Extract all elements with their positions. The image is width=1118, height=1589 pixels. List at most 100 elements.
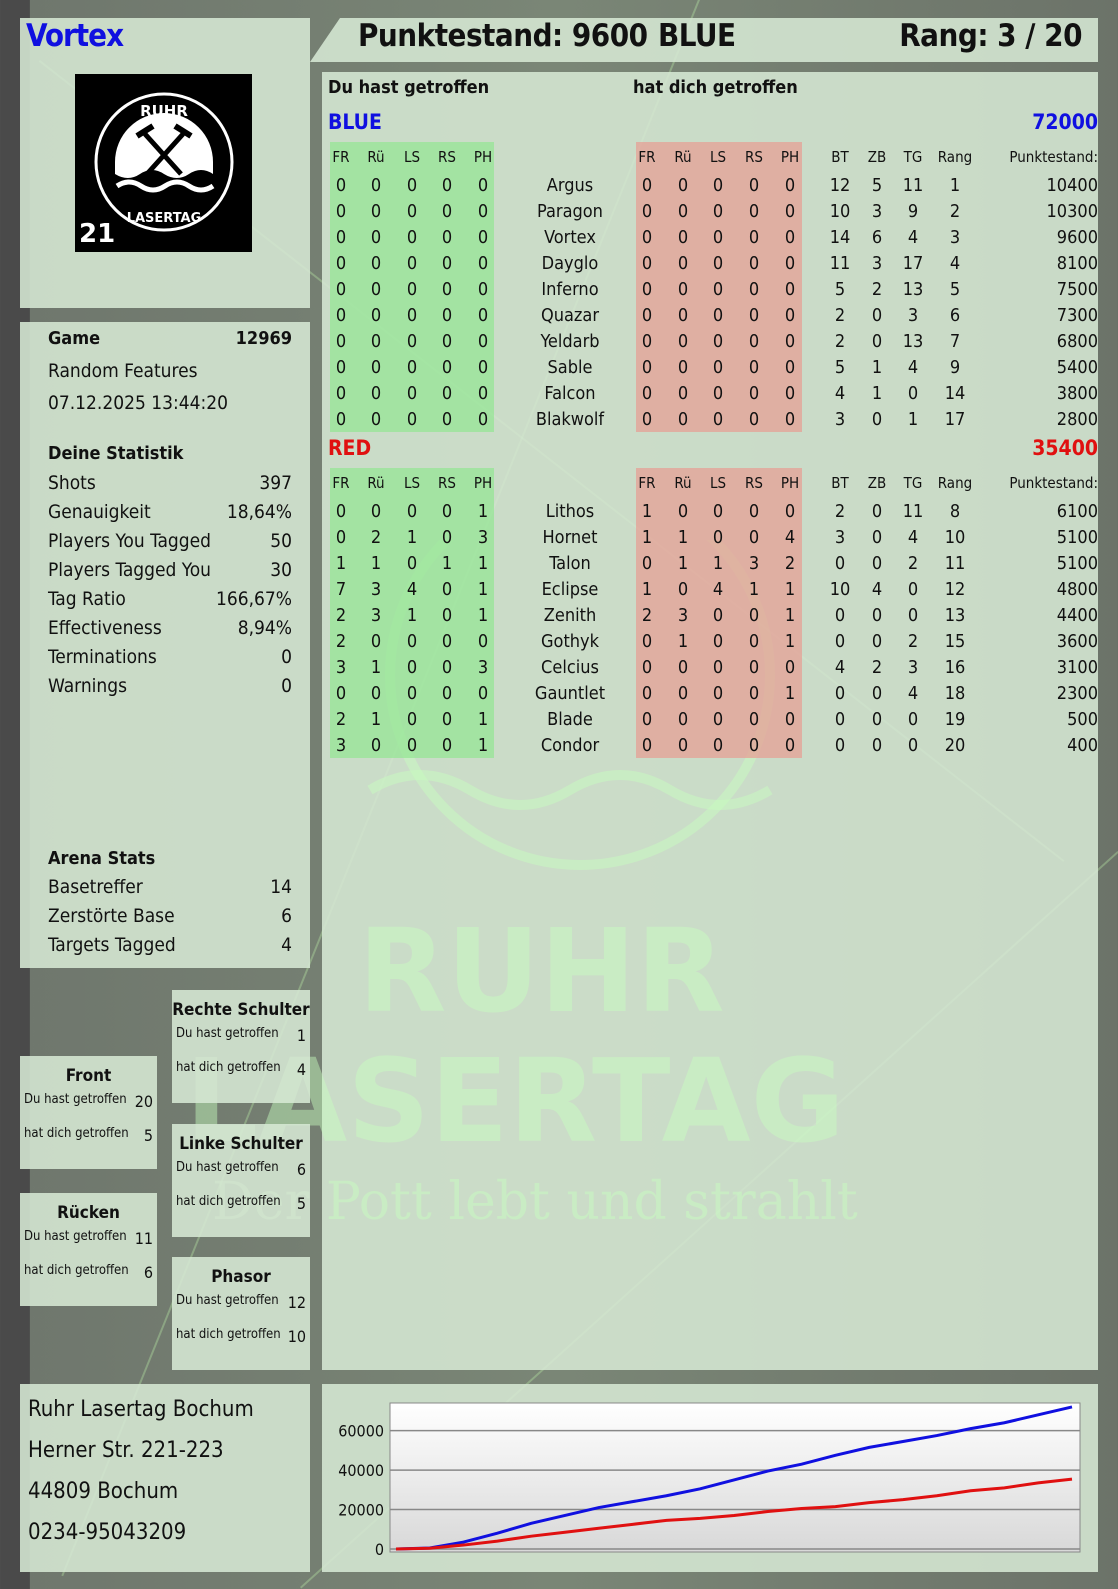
stat-value: 166,67%	[215, 588, 292, 610]
hit-you-cell: 0	[677, 227, 689, 248]
hit-you-cell: 1	[784, 683, 796, 704]
hit-you-cell: 0	[677, 501, 689, 522]
you-hit-cell: 0	[477, 357, 489, 378]
you-hit-cell: 0	[406, 201, 418, 222]
column-header: LS	[403, 148, 421, 166]
hit-you-cell: 0	[748, 357, 760, 378]
hit-you-cell: 0	[677, 201, 689, 222]
hit-you-cell: 0	[712, 527, 724, 548]
stat-cell-bt: 0	[834, 553, 846, 574]
stat-cell-zb: 3	[871, 201, 883, 222]
stat-cell-zb: 0	[871, 331, 883, 352]
hit-you-cell: 0	[784, 253, 796, 274]
column-header: RS	[745, 474, 763, 492]
player-score: 8100	[1056, 253, 1098, 274]
you-hit-cell: 0	[477, 383, 489, 404]
hit-you-cell: 0	[641, 331, 653, 352]
stat-cell-zb: 0	[871, 409, 883, 430]
hit-you-cell: 4	[784, 527, 796, 548]
you-hit-cell: 0	[441, 527, 453, 548]
stat-cell-rang: 17	[944, 409, 966, 430]
hit-you-cell: 0	[748, 605, 760, 626]
stat-cell-tg: 17	[902, 253, 924, 274]
stat-cell-bt: 0	[834, 709, 846, 730]
zone-got-label: hat dich getroffen	[24, 1126, 129, 1141]
you-hit-cell: 0	[406, 631, 418, 652]
hit-you-cell: 0	[677, 253, 689, 274]
arena-value: 6	[281, 905, 292, 927]
watermark-slogan: Der Pott lebt und strahlt	[212, 1172, 858, 1232]
player-name: Gothyk	[540, 631, 600, 652]
column-header: Rang	[937, 148, 973, 166]
hit-you-cell: 0	[641, 383, 653, 404]
player-score: 3800	[1056, 383, 1098, 404]
stat-label: Warnings	[48, 675, 128, 697]
column-header: Rü	[367, 148, 385, 166]
stat-row: Genauigkeit 18,64%	[48, 501, 292, 523]
player-name: Gauntlet	[534, 683, 606, 704]
stat-cell-tg: 11	[902, 501, 924, 522]
address-line: Ruhr Lasertag Bochum	[28, 1397, 254, 1422]
player-score: 4400	[1056, 605, 1098, 626]
you-hit-cell: 0	[406, 227, 418, 248]
column-header: FR	[332, 474, 350, 492]
stat-cell-rang: 13	[944, 605, 966, 626]
stat-row: Tag Ratio 166,67%	[48, 588, 292, 610]
stat-label: Shots	[48, 472, 96, 494]
you-hit-cell: 0	[370, 631, 382, 652]
hit-you-cell: 0	[712, 735, 724, 756]
arena-label: Basetreffer	[48, 876, 143, 898]
stat-cell-zb: 0	[871, 605, 883, 626]
zone-title: Linke Schulter	[179, 1134, 303, 1154]
arena-title: Arena Stats	[48, 848, 156, 869]
stat-cell-tg: 0	[907, 605, 919, 626]
hit-you-cell: 0	[748, 175, 760, 196]
stat-cell-tg: 4	[907, 357, 919, 378]
hit-you-cell: 0	[641, 227, 653, 248]
stat-row: Players Tagged You 30	[48, 559, 292, 581]
score-chart: 60000 40000 20000 0	[338, 1402, 1081, 1559]
stat-cell-rang: 1	[949, 175, 961, 196]
hit-you-cell: 0	[784, 657, 796, 678]
hit-you-cell: 0	[641, 657, 653, 678]
you-hit-cell: 0	[370, 357, 382, 378]
arena-row: Zerstörte Base 6	[48, 905, 292, 927]
zone-got-label: hat dich getroffen	[176, 1327, 281, 1342]
player-name: Celcius	[541, 657, 599, 678]
stat-row: Terminations 0	[48, 646, 292, 668]
hit-you-cell: 3	[677, 605, 689, 626]
you-hit-cell: 2	[370, 527, 382, 548]
hit-you-cell: 0	[712, 227, 724, 248]
you-hit-cell: 0	[370, 501, 382, 522]
player-name: Blakwolf	[535, 409, 605, 430]
hit-you-cell: 0	[641, 201, 653, 222]
stat-cell-tg: 3	[907, 305, 919, 326]
zone-got-value: 4	[296, 1060, 306, 1079]
hit-you-cell: 0	[641, 735, 653, 756]
hit-you-cell: 0	[641, 305, 653, 326]
stat-cell-bt: 2	[834, 331, 846, 352]
stat-cell-tg: 11	[902, 175, 924, 196]
you-hit-cell: 0	[370, 175, 382, 196]
hit-you-cell: 1	[677, 527, 689, 548]
you-hit-band	[330, 142, 494, 432]
player-name: Paragon	[537, 201, 603, 222]
you-hit-cell: 3	[335, 657, 347, 678]
column-header: FR	[638, 148, 656, 166]
header-bar: Punktestand: 9600 BLUE Rang: 3 / 20	[310, 18, 1098, 62]
you-hit-cell: 0	[406, 501, 418, 522]
hit-you-cell: 0	[712, 175, 724, 196]
y-tick-label: 60000	[338, 1422, 384, 1441]
hit-you-cell: 0	[748, 201, 760, 222]
game-datetime: 07.12.2025 13:44:20	[48, 392, 229, 414]
stat-cell-bt: 5	[834, 357, 846, 378]
arena-row: Basetreffer 14	[48, 876, 292, 898]
stat-cell-tg: 0	[907, 735, 919, 756]
hit-you-cell: 1	[641, 501, 653, 522]
plot-area	[389, 1402, 1081, 1553]
stat-cell-tg: 0	[907, 383, 919, 404]
column-header: PH	[473, 474, 493, 492]
hit-you-cell: 0	[748, 501, 760, 522]
hit-you-cell: 1	[677, 631, 689, 652]
player-score: 3600	[1056, 631, 1098, 652]
